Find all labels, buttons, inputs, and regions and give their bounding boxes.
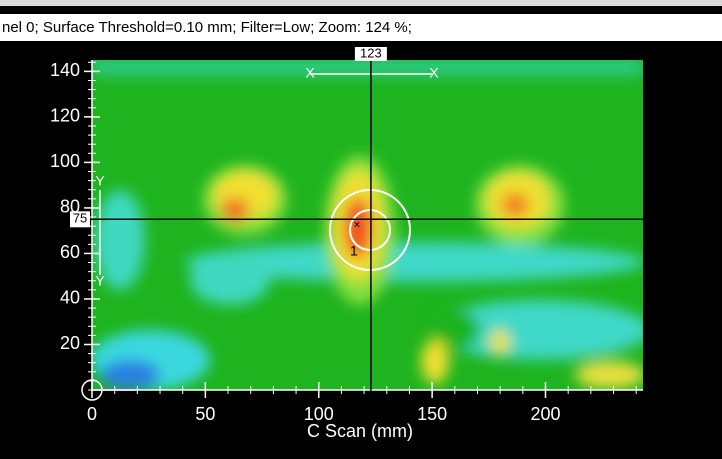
cursor-x-box — [354, 47, 387, 61]
y-tick-label: 40 — [60, 288, 80, 308]
y-tick-label: 20 — [60, 333, 80, 353]
x-marker-left: X — [305, 65, 315, 81]
cursor-y-label: 75 — [73, 211, 87, 226]
y-tick-label: 140 — [50, 60, 80, 80]
x-tick-label: 200 — [530, 404, 560, 424]
y-tick-label: 60 — [60, 242, 80, 262]
x-axis-label: C Scan (mm) — [307, 421, 413, 441]
y-marker-top: Y — [95, 173, 105, 189]
y-tick-label: 100 — [50, 151, 80, 171]
cursor-point: × — [353, 217, 360, 231]
x-tick-label: 100 — [304, 404, 334, 424]
y-tick-label: 120 — [50, 106, 80, 126]
heatmap — [92, 60, 643, 390]
header-bar — [0, 14, 722, 41]
cursor-x-label: 123 — [360, 45, 382, 60]
x-tick-label: 150 — [417, 404, 447, 424]
x-marker-right: X — [429, 65, 439, 81]
cursor-marker: 1 — [350, 243, 358, 259]
cursor-y-box — [70, 211, 90, 228]
x-tick-label: 50 — [195, 404, 215, 424]
cursor-circle-outer — [329, 189, 411, 271]
x-tick-label: 0 — [87, 404, 97, 424]
cursor-circle-inner — [349, 209, 391, 251]
y-marker-bottom: Y — [95, 273, 105, 289]
top-strip — [0, 0, 722, 6]
header-text: nel 0; Surface Threshold=0.10 mm; Filter… — [2, 19, 412, 36]
